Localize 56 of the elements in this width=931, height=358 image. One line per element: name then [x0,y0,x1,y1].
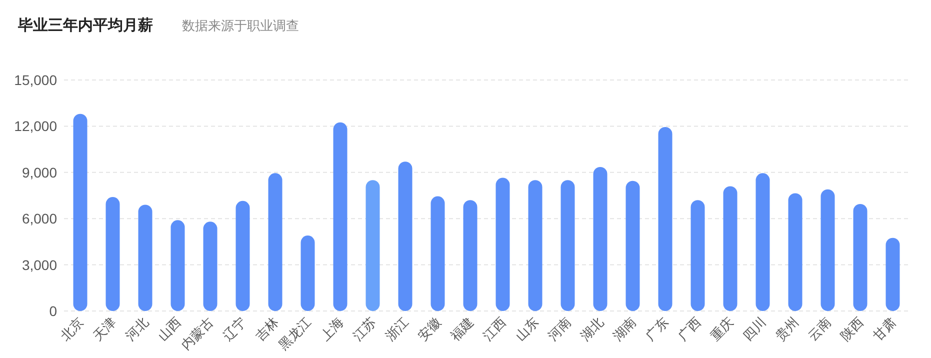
bar [690,200,705,311]
bar [463,200,478,311]
bar [203,222,218,311]
bar [756,173,770,311]
x-tick-label: 云南 [804,314,834,344]
bar [236,200,250,311]
x-tick-label: 重庆 [707,314,736,344]
y-tick-label: 9,000 [22,164,58,180]
x-tick-label: 广东 [642,314,672,344]
x-tick-label: 北京 [57,314,86,344]
x-tick-label: 江苏 [350,314,379,344]
x-tick-label: 福建 [447,314,476,344]
bar [788,193,802,311]
bar [593,167,608,311]
bar [170,220,185,311]
y-tick-label: 12,000 [14,118,58,134]
x-tick-label: 山东 [512,314,542,344]
x-tick-label: 河北 [122,314,152,344]
x-tick-label: 甘肃 [870,314,899,344]
bar [300,236,315,311]
x-tick-label: 湖南 [610,314,639,344]
bar [723,186,738,311]
bar [528,180,542,311]
y-tick-label: 15,000 [14,72,58,88]
x-tick-label: 河南 [544,314,574,344]
chart-subtitle: 数据来源于职业调查 [182,18,299,33]
bar [333,122,348,311]
bar [268,173,282,311]
x-tick-label: 陕西 [837,314,866,344]
x-tick-label: 安徽 [414,314,444,344]
bar [853,204,868,311]
bar [138,204,152,311]
bar [430,196,445,311]
bar [658,126,672,311]
bar [496,178,510,311]
x-tick-label: 贵州 [772,314,802,344]
y-tick-label: 3,000 [22,256,58,273]
bar [106,197,120,311]
bar [560,180,575,311]
bar [820,189,835,311]
bar [886,238,900,311]
x-tick-label: 浙江 [382,314,412,344]
x-tick-label: 湖北 [577,314,606,344]
y-tick-label: 0 [49,303,58,319]
bar [398,162,412,311]
x-tick-label: 辽宁 [220,314,249,344]
x-tick-label: 天津 [90,314,119,344]
chart-title: 毕业三年内平均月薪 [17,17,153,34]
bar [366,180,380,311]
bar [626,180,640,311]
x-tick-label: 广西 [674,314,704,344]
y-tick-label: 6,000 [22,210,58,227]
x-tick-label: 四川 [740,314,769,344]
x-tick-label: 江西 [480,314,509,344]
bar [73,114,88,311]
x-tick-label: 上海 [317,314,346,344]
